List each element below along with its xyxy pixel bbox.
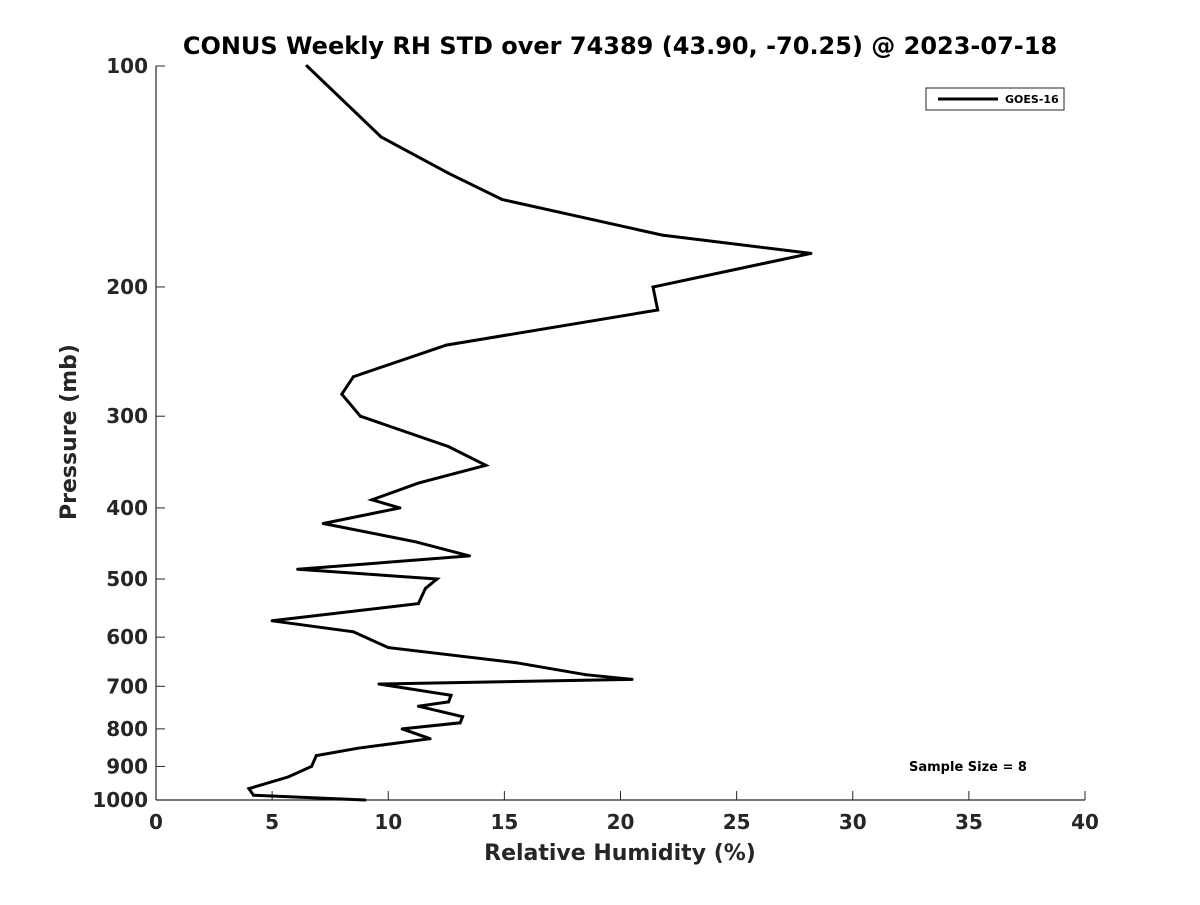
data-point xyxy=(286,775,290,779)
data-point xyxy=(416,602,420,606)
y-tick-label: 400 xyxy=(106,496,148,520)
data-point xyxy=(447,445,451,449)
data-point xyxy=(500,198,504,201)
data-point xyxy=(351,630,355,634)
data-point xyxy=(386,646,390,650)
data-point xyxy=(461,715,465,719)
y-tick-label: 600 xyxy=(106,625,148,649)
y-tick-label: 900 xyxy=(106,754,148,778)
axis-ticks: 0 5 10 15 20 25 30 35 40 100 200 300 400 500 600 700 800… xyxy=(92,54,1099,834)
sample-size-annotation: Sample Size = 8 xyxy=(909,760,1027,775)
data-point xyxy=(370,498,374,502)
data-point xyxy=(363,798,367,802)
x-tick-label: 30 xyxy=(839,810,867,834)
data-point xyxy=(447,700,451,704)
series-line-goes-16 xyxy=(246,64,812,802)
data-point xyxy=(358,414,362,418)
data-point xyxy=(351,375,355,379)
x-tick-label: 25 xyxy=(723,810,751,834)
data-point xyxy=(305,64,309,68)
data-point xyxy=(247,787,251,791)
data-point xyxy=(321,522,325,525)
data-point xyxy=(449,693,453,697)
data-point xyxy=(314,754,318,758)
data-point xyxy=(400,727,404,731)
series-layer xyxy=(246,64,813,802)
x-tick-label: 20 xyxy=(607,810,635,834)
data-point xyxy=(514,661,518,665)
data-point xyxy=(651,285,655,289)
y-tick-label: 700 xyxy=(106,674,148,698)
x-tick-label: 10 xyxy=(374,810,402,834)
data-point xyxy=(310,764,314,768)
y-tick-label: 1000 xyxy=(92,788,148,812)
x-tick-label: 35 xyxy=(955,810,983,834)
data-point xyxy=(584,673,588,677)
axes xyxy=(155,66,1085,801)
data-point xyxy=(356,746,360,750)
data-point xyxy=(416,704,420,708)
data-point xyxy=(270,619,274,623)
data-point xyxy=(398,506,402,510)
data-point xyxy=(414,540,418,544)
data-point xyxy=(484,463,488,467)
legend: GOES-16 xyxy=(925,87,1065,111)
data-point xyxy=(296,567,300,571)
data-point xyxy=(423,587,427,590)
chart-title: CONUS Weekly RH STD over 74389 (43.90, -… xyxy=(183,32,1057,60)
x-tick-label: 40 xyxy=(1071,810,1099,834)
data-point xyxy=(252,793,255,797)
data-point xyxy=(340,392,344,396)
x-tick-label: 5 xyxy=(265,810,279,834)
x-tick-label: 15 xyxy=(490,810,518,834)
x-tick-label: 0 xyxy=(149,810,163,834)
data-point xyxy=(435,577,439,581)
data-point xyxy=(809,251,813,255)
y-tick-label: 300 xyxy=(106,404,148,428)
data-point xyxy=(468,554,471,558)
data-point xyxy=(630,677,634,681)
x-axis-label: Relative Humidity (%) xyxy=(484,841,756,866)
y-tick-label: 500 xyxy=(106,567,148,591)
data-point xyxy=(458,721,462,725)
y-axis-label: Pressure (mb) xyxy=(57,344,82,520)
data-point xyxy=(416,481,420,485)
data-point xyxy=(428,737,432,741)
data-point xyxy=(447,171,451,175)
y-tick-label: 800 xyxy=(106,717,148,741)
data-point xyxy=(379,135,383,139)
y-tick-label: 100 xyxy=(106,54,148,78)
data-point xyxy=(656,308,660,312)
legend-label: GOES-16 xyxy=(1005,93,1059,106)
data-point xyxy=(660,233,664,237)
data-point xyxy=(377,682,381,686)
y-tick-label: 200 xyxy=(106,275,148,299)
data-point xyxy=(444,343,448,347)
